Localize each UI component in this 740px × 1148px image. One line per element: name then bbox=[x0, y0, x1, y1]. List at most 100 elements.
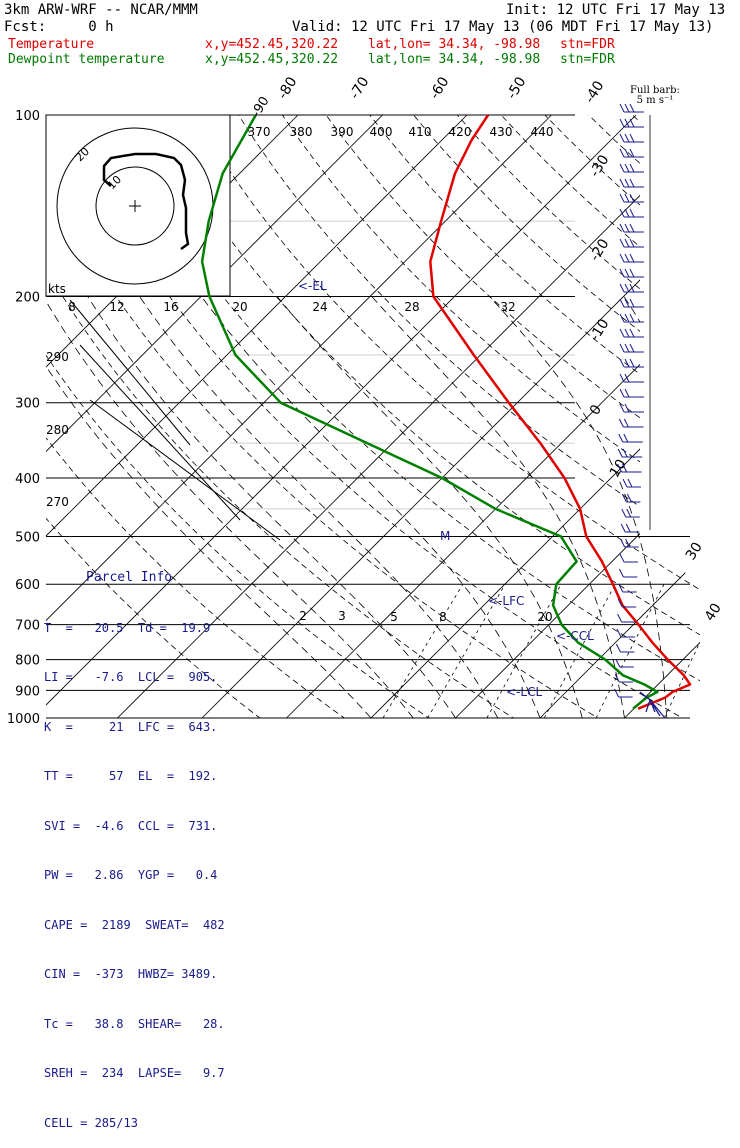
theta-label: 380 bbox=[290, 125, 313, 139]
wind-barb-flag bbox=[620, 134, 624, 142]
isotherm-label: -30 bbox=[587, 152, 613, 180]
wind-barb-flag bbox=[618, 614, 622, 622]
wind-barb-flag bbox=[625, 224, 629, 232]
wind-barb-flag bbox=[616, 659, 620, 667]
wind-barb-flag bbox=[619, 434, 623, 442]
wind-barb-flag bbox=[619, 569, 623, 577]
dry-adiabat bbox=[720, 115, 740, 731]
wind-barb-flag bbox=[620, 194, 624, 202]
wind-barb-flag bbox=[625, 389, 629, 397]
parcel-row: TT = 57 EL = 192. bbox=[44, 768, 232, 785]
wind-barb-flag bbox=[620, 299, 624, 307]
mixing-ratio-label: 5 bbox=[390, 610, 398, 624]
theta-label: 440 bbox=[531, 125, 554, 139]
wind-barb-flag bbox=[630, 299, 634, 307]
wind-barb-flag bbox=[620, 404, 624, 412]
pressure-label: 500 bbox=[15, 530, 40, 545]
level-annotation: <-EL bbox=[298, 279, 327, 293]
dry-adiabat bbox=[589, 115, 740, 731]
isotherm-line bbox=[202, 115, 740, 718]
level-annotation: <-CCL bbox=[556, 629, 594, 643]
speed-axis-label: 12 bbox=[109, 300, 124, 314]
dry-adiabat bbox=[326, 115, 740, 731]
parcel-row: K = 21 LFC = 643. bbox=[44, 719, 232, 736]
parcel-row: CIN = -373 HWBZ= 3489. bbox=[44, 966, 232, 983]
wind-barb-flag bbox=[619, 584, 623, 592]
speed-axis-label: 20 bbox=[232, 300, 247, 314]
level-annotation: <-LCL bbox=[506, 685, 542, 699]
isotherm-label: 30 bbox=[683, 540, 706, 564]
wind-barb-flag bbox=[630, 329, 634, 337]
isotherm-label: -50 bbox=[504, 74, 530, 102]
theta-label: 370 bbox=[248, 125, 271, 139]
wind-barb-flag bbox=[625, 164, 629, 172]
pressure-label: 300 bbox=[15, 397, 40, 412]
wind-barb-flag bbox=[630, 194, 634, 202]
parcel-row: LI = -7.6 LCL = 905. bbox=[44, 669, 232, 686]
theta-label: 390 bbox=[331, 125, 354, 139]
wind-barb-flag bbox=[623, 449, 627, 457]
pressure-label: 100 bbox=[15, 109, 40, 124]
wind-barb-flag bbox=[630, 344, 634, 352]
wind-barb-flag bbox=[622, 494, 626, 502]
isotherm-line bbox=[287, 115, 740, 718]
barb-legend: Full barb: 5 m s⁻¹ bbox=[630, 86, 680, 106]
theta-lower-label: 290 bbox=[46, 350, 69, 364]
level-annotation: <-LFC bbox=[488, 594, 524, 608]
mixing-ratio-label: 8 bbox=[439, 610, 447, 624]
mixing-ratio-line bbox=[596, 584, 664, 718]
moist-adiabat bbox=[624, 297, 709, 719]
wind-barb-flag bbox=[624, 419, 628, 427]
wind-barb-flag bbox=[625, 194, 629, 202]
wind-barb-flag bbox=[630, 284, 634, 292]
wind-barb-flag bbox=[623, 479, 627, 487]
parcel-row: PW = 2.86 YGP = 0.4 bbox=[44, 867, 232, 884]
wind-barb-flag bbox=[620, 344, 624, 352]
wind-barb-flag bbox=[620, 389, 624, 397]
wind-barb-flag bbox=[620, 209, 624, 217]
parcel-row: CELL = 285/13 bbox=[44, 1115, 232, 1132]
diagonal-line bbox=[70, 300, 190, 445]
wind-barb-flag bbox=[620, 149, 624, 157]
wind-barb-flag bbox=[620, 329, 624, 337]
parcel-row: Tc = 38.8 SHEAR= 28. bbox=[44, 1016, 232, 1033]
theta-label: 420 bbox=[449, 125, 472, 139]
wind-barb-flag bbox=[630, 239, 634, 247]
wind-barb-flag bbox=[626, 524, 630, 532]
wind-barb-flag bbox=[625, 314, 629, 322]
hodograph-unit-label: kts bbox=[48, 282, 66, 296]
wind-barb-flag bbox=[630, 179, 634, 187]
pressure-label: 200 bbox=[15, 291, 40, 306]
mixing-ratio-line bbox=[664, 584, 728, 718]
wind-barb-flag bbox=[628, 479, 632, 487]
theta-label: 430 bbox=[490, 125, 513, 139]
wind-barb-flag bbox=[621, 539, 625, 547]
wind-barb-flag bbox=[620, 239, 624, 247]
wind-barb-flag bbox=[625, 284, 629, 292]
isotherm-label: -60 bbox=[427, 74, 453, 102]
wind-barb-flag bbox=[622, 509, 626, 517]
wind-barb-flag bbox=[620, 284, 624, 292]
mixing-ratio-label: 20 bbox=[537, 610, 552, 624]
diagonal-line bbox=[90, 400, 280, 540]
wind-barb-flag bbox=[617, 629, 621, 637]
wind-barb-flag bbox=[625, 209, 629, 217]
speed-axis-label: 32 bbox=[500, 300, 515, 314]
isotherm-label: -40 bbox=[582, 78, 608, 106]
wind-barb-flag bbox=[625, 179, 629, 187]
parcel-row: CAPE = 2189 SWEAT= 482 bbox=[44, 917, 232, 934]
wind-barb-flag bbox=[620, 179, 624, 187]
pressure-label: 400 bbox=[15, 472, 40, 487]
parcel-info-panel: Parcel Info T = 20.5 Td = 19.9 LI = -7.6… bbox=[44, 537, 232, 1148]
wind-barb-flag bbox=[630, 209, 634, 217]
dry-adiabat bbox=[457, 115, 740, 731]
wind-barb-flag bbox=[630, 269, 634, 277]
wind-barb-flag bbox=[618, 449, 622, 457]
speed-axis-label: 28 bbox=[404, 300, 419, 314]
isotherm-line bbox=[371, 115, 740, 718]
wind-barb-flag bbox=[630, 224, 634, 232]
parcel-row: SREH = 234 LAPSE= 9.7 bbox=[44, 1065, 232, 1082]
wind-barb-flag bbox=[625, 239, 629, 247]
wind-barb-flag bbox=[621, 524, 625, 532]
pressure-label: 800 bbox=[15, 654, 40, 669]
